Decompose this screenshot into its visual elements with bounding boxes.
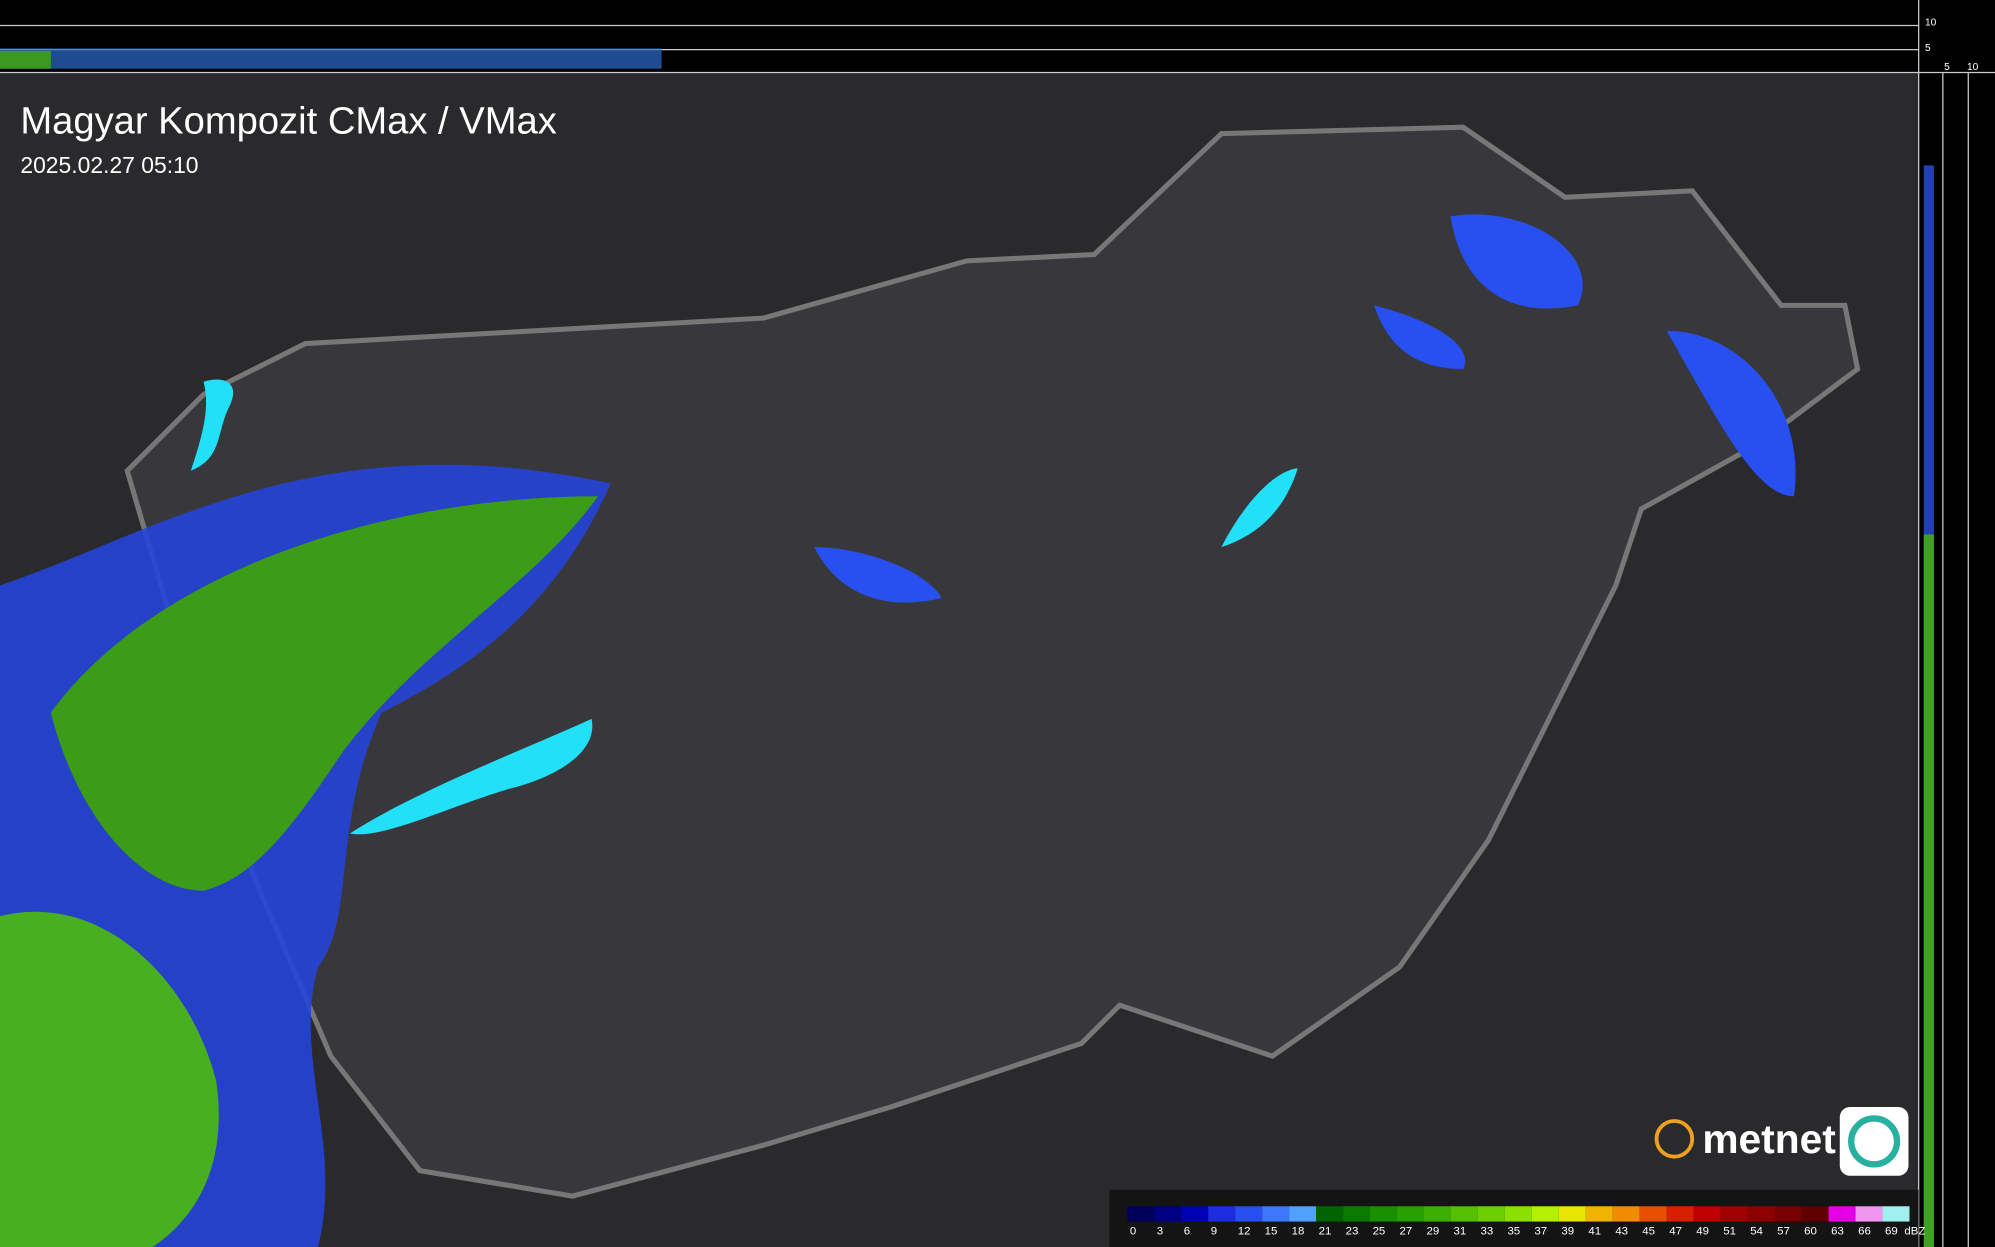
country-border	[124, 124, 1861, 1199]
legend-label: 6	[1184, 1225, 1190, 1237]
lake	[1221, 468, 1298, 548]
legend-label: 18	[1292, 1225, 1305, 1237]
logo-swirl	[1848, 1115, 1901, 1168]
legend-swatch	[1235, 1206, 1263, 1222]
legend-swatch	[1828, 1206, 1856, 1222]
legend-label: 27	[1400, 1225, 1413, 1237]
legend-label: 15	[1265, 1225, 1278, 1237]
legend-label: 51	[1723, 1225, 1736, 1237]
lake	[349, 718, 593, 835]
profile-echo	[0, 48, 662, 69]
legend-label: 39	[1561, 1225, 1574, 1237]
legend-swatch	[1855, 1206, 1883, 1222]
legend-swatch	[1693, 1206, 1721, 1222]
legend-label: 25	[1373, 1225, 1386, 1237]
legend-swatch	[1477, 1206, 1505, 1222]
legend-swatch	[1262, 1206, 1290, 1222]
legend-unit: dBZ	[1904, 1225, 1925, 1237]
legend-swatch	[1774, 1206, 1802, 1222]
legend-label: 0	[1130, 1225, 1136, 1237]
legend-label: 45	[1642, 1225, 1655, 1237]
legend-label: 9	[1211, 1225, 1217, 1237]
legend-swatch	[1531, 1206, 1559, 1222]
radar-echo	[814, 547, 942, 603]
legend-swatch	[1154, 1206, 1182, 1222]
legend-label: 29	[1427, 1225, 1440, 1237]
legend-swatch	[1181, 1206, 1209, 1222]
legend-label: 47	[1669, 1225, 1682, 1237]
legend-swatch	[1882, 1206, 1910, 1222]
legend-swatch	[1208, 1206, 1236, 1222]
legend-label: 37	[1534, 1225, 1547, 1237]
legend-label: 66	[1858, 1225, 1871, 1237]
legend-swatch	[1801, 1206, 1829, 1222]
legend-label: 3	[1157, 1225, 1163, 1237]
legend-swatch	[1397, 1206, 1424, 1222]
timestamp: 2025.02.27 05:10	[20, 152, 198, 178]
legend-label: 23	[1346, 1225, 1359, 1237]
legend-label: 54	[1750, 1225, 1763, 1237]
legend-label: 41	[1588, 1225, 1601, 1237]
profile-echo	[1923, 534, 1934, 1247]
radar-echo	[1374, 305, 1466, 370]
profile-echo	[0, 50, 51, 69]
legend-label: 21	[1319, 1225, 1332, 1237]
lake	[190, 379, 234, 471]
radar-echo	[0, 911, 219, 1247]
legend-label: 57	[1777, 1225, 1790, 1237]
legend-label: 69	[1885, 1225, 1898, 1237]
legend-label: 63	[1831, 1225, 1844, 1237]
legend-label: 12	[1238, 1225, 1251, 1237]
legend-swatch	[1316, 1206, 1344, 1222]
legend-label: 33	[1480, 1225, 1493, 1237]
radar-echo	[1666, 330, 1796, 497]
legend-swatch	[1127, 1206, 1155, 1222]
legend-swatch	[1747, 1206, 1775, 1222]
legend-swatch	[1423, 1206, 1451, 1222]
map-title: Magyar Kompozit CMax / VMax	[20, 100, 556, 143]
side-scale-label: 5	[1944, 62, 1950, 73]
legend-swatch	[1450, 1206, 1478, 1222]
legend-label: 60	[1804, 1225, 1817, 1237]
legend-swatch	[1558, 1206, 1586, 1222]
side-scale-label: 10	[1925, 17, 1937, 28]
legend-swatch	[1289, 1206, 1317, 1222]
legend: 0 3 6 9 12 15 18 21 23 25 27 29 31 33 35 37 39 41 43 45 47 49…	[1127, 1206, 1925, 1237]
legend-swatch	[1585, 1206, 1613, 1222]
logo: metnet	[1654, 1107, 1909, 1176]
legend-swatch	[1612, 1206, 1640, 1222]
legend-swatch	[1504, 1206, 1532, 1222]
legend-swatch	[1666, 1206, 1694, 1222]
legend-swatch	[1343, 1206, 1371, 1222]
radar-echo	[50, 496, 598, 891]
legend-label: 31	[1454, 1225, 1467, 1237]
legend-swatch	[1370, 1206, 1398, 1222]
logo-text: metnet	[1702, 1116, 1836, 1162]
side-scale-label: 10	[1967, 62, 1979, 73]
legend-label: 49	[1696, 1225, 1709, 1237]
logo-sun	[1654, 1119, 1695, 1159]
legend-label: 35	[1507, 1225, 1520, 1237]
side-scale-label: 5	[1925, 43, 1931, 54]
radar-echo	[1450, 214, 1583, 309]
legend-swatch	[1720, 1206, 1748, 1222]
legend-swatch	[1639, 1206, 1667, 1222]
legend-label: 43	[1615, 1225, 1628, 1237]
